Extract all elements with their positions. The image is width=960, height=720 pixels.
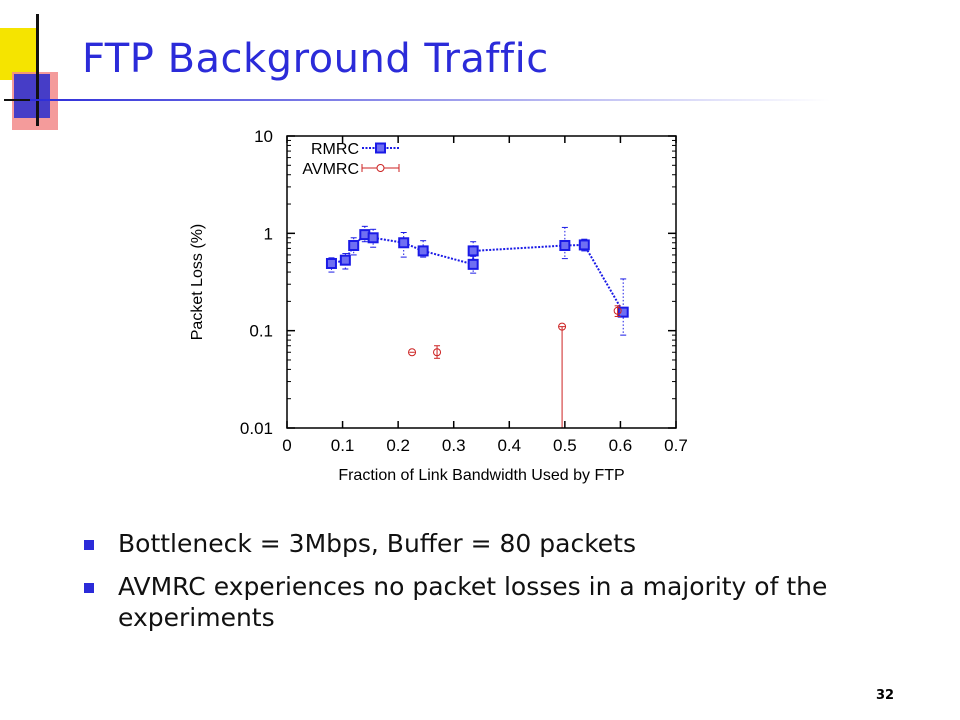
y-tick-label: 1 [264, 224, 273, 243]
y-axis-label: Packet Loss (%) [189, 224, 206, 340]
plot-frame [286, 135, 677, 429]
bullet-square-icon [84, 540, 94, 550]
y-tick-label: 0.1 [249, 322, 273, 341]
avmrc-point [408, 348, 417, 357]
title-rule [30, 99, 830, 101]
x-tick-label: 0.3 [442, 436, 466, 455]
rmrc-point [617, 306, 629, 318]
bullet-text: AVMRC experiences no packet losses in a … [118, 572, 828, 632]
x-tick-label: 0.2 [386, 436, 410, 455]
bullet-square-icon [84, 583, 94, 593]
decor-vertical-line [36, 14, 39, 126]
legend-label: AVMRC [302, 161, 359, 178]
page-number: 32 [876, 688, 895, 703]
legend-marker [375, 142, 386, 154]
x-tick-label: 0 [282, 436, 291, 455]
bullet-text: Bottleneck = 3Mbps, Buffer = 80 packets [118, 529, 637, 558]
rmrc-point [348, 239, 360, 251]
packet-loss-chart: 0.01 0.1 1 10 0 0.1 0.2 0.3 0.4 0.5 0.6 0.7 Fraction… [189, 127, 688, 484]
avmrc-point [433, 348, 442, 357]
rmrc-point [417, 245, 429, 257]
x-tick-label: 0.1 [331, 436, 355, 455]
rmrc-point [467, 245, 479, 257]
series-group [325, 225, 629, 428]
rmrc-point [325, 257, 337, 269]
rmrc-point [367, 232, 379, 244]
x-tick-label: 0.5 [553, 436, 577, 455]
legend-label: RMRC [311, 141, 359, 158]
slide-title: FTP Background Traffic [82, 36, 549, 82]
avmrc-point [613, 306, 622, 315]
avmrc-point [558, 322, 567, 331]
rmrc-point [467, 258, 479, 270]
bullet-item: Bottleneck = 3Mbps, Buffer = 80 packets [82, 528, 902, 559]
bullet-item: AVMRC experiences no packet losses in a … [82, 571, 902, 633]
legend-marker [376, 164, 385, 172]
y-tick-label: 0.01 [240, 419, 273, 438]
rmrc-point [578, 239, 590, 251]
x-tick-label: 0.4 [497, 436, 521, 455]
decor-yellow-block [0, 28, 38, 80]
rmrc-point [559, 239, 571, 251]
x-tick-label: 0.7 [664, 436, 688, 455]
x-axis-label: Fraction of Link Bandwidth Used by FTP [338, 467, 624, 484]
rmrc-point [398, 237, 410, 249]
x-tick-label: 0.6 [609, 436, 633, 455]
y-tick-label: 10 [254, 127, 273, 146]
bullet-list: Bottleneck = 3Mbps, Buffer = 80 packets … [82, 528, 902, 645]
decor-blue-block [14, 74, 50, 118]
rmrc-point [339, 254, 351, 266]
